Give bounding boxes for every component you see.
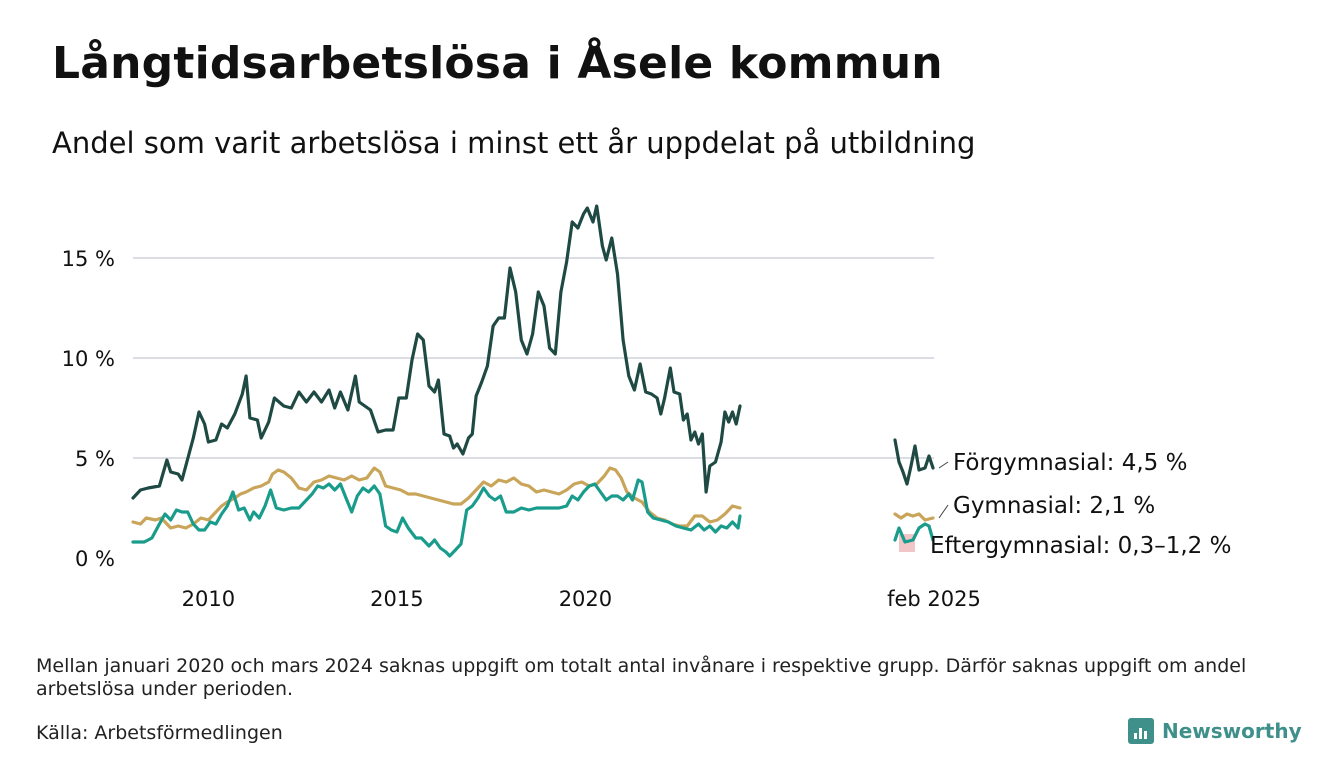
brand-name: Newsworthy [1162, 719, 1302, 743]
x-axis-labels: 2010 2015 2020 feb 2025 [182, 587, 981, 611]
y-tick-label: 5 % [75, 447, 115, 471]
series-label-gymnasial: Gymnasial: 2,1 % [953, 493, 1155, 519]
series-label-eftergymnasial: Eftergymnasial: 0,3–1,2 % [930, 533, 1231, 559]
series-line-eftergymnasial-0 [131, 478, 742, 558]
chart-title: Långtidsarbetslösa i Åsele kommun [52, 38, 943, 89]
series-line-gymnasial-0 [131, 466, 742, 530]
label-connector [938, 504, 949, 519]
y-tick-label: 0 % [75, 547, 115, 571]
grid-lines [133, 257, 934, 459]
series-label-förgymnasial: Förgymnasial: 4,5 % [953, 450, 1187, 476]
series-line-förgymnasial-0 [131, 204, 742, 500]
source-note: Källa: Arbetsförmedlingen [36, 722, 283, 744]
label-connector [938, 461, 949, 469]
y-tick-label: 10 % [62, 347, 115, 371]
x-tick-label: feb 2025 [887, 587, 981, 611]
y-tick-label: 15 % [62, 247, 115, 271]
series-labels: Förgymnasial: 4,5 % Gymnasial: 2,1 % Efter… [930, 450, 1231, 559]
series-line-gymnasial-1 [893, 512, 935, 522]
brand-logo[interactable]: Newsworthy [1128, 718, 1302, 744]
x-tick-label: 2015 [370, 587, 423, 611]
x-tick-label: 2010 [182, 587, 235, 611]
footnote: Mellan januari 2020 och mars 2024 saknas… [36, 655, 1247, 700]
series-line-eftergymnasial-1 [893, 522, 935, 544]
line-chart: 0 % 5 % 10 % 15 % 2010 2015 2020 feb 2025 Förg… [62, 204, 1231, 611]
bar-chart-icon [1128, 718, 1154, 744]
series-line-förgymnasial-1 [893, 438, 935, 486]
series-lines [131, 204, 935, 558]
chart-subtitle: Andel som varit arbetslösa i minst ett å… [52, 126, 976, 160]
y-axis-labels: 0 % 5 % 10 % 15 % [62, 247, 115, 571]
x-tick-label: 2020 [559, 587, 612, 611]
